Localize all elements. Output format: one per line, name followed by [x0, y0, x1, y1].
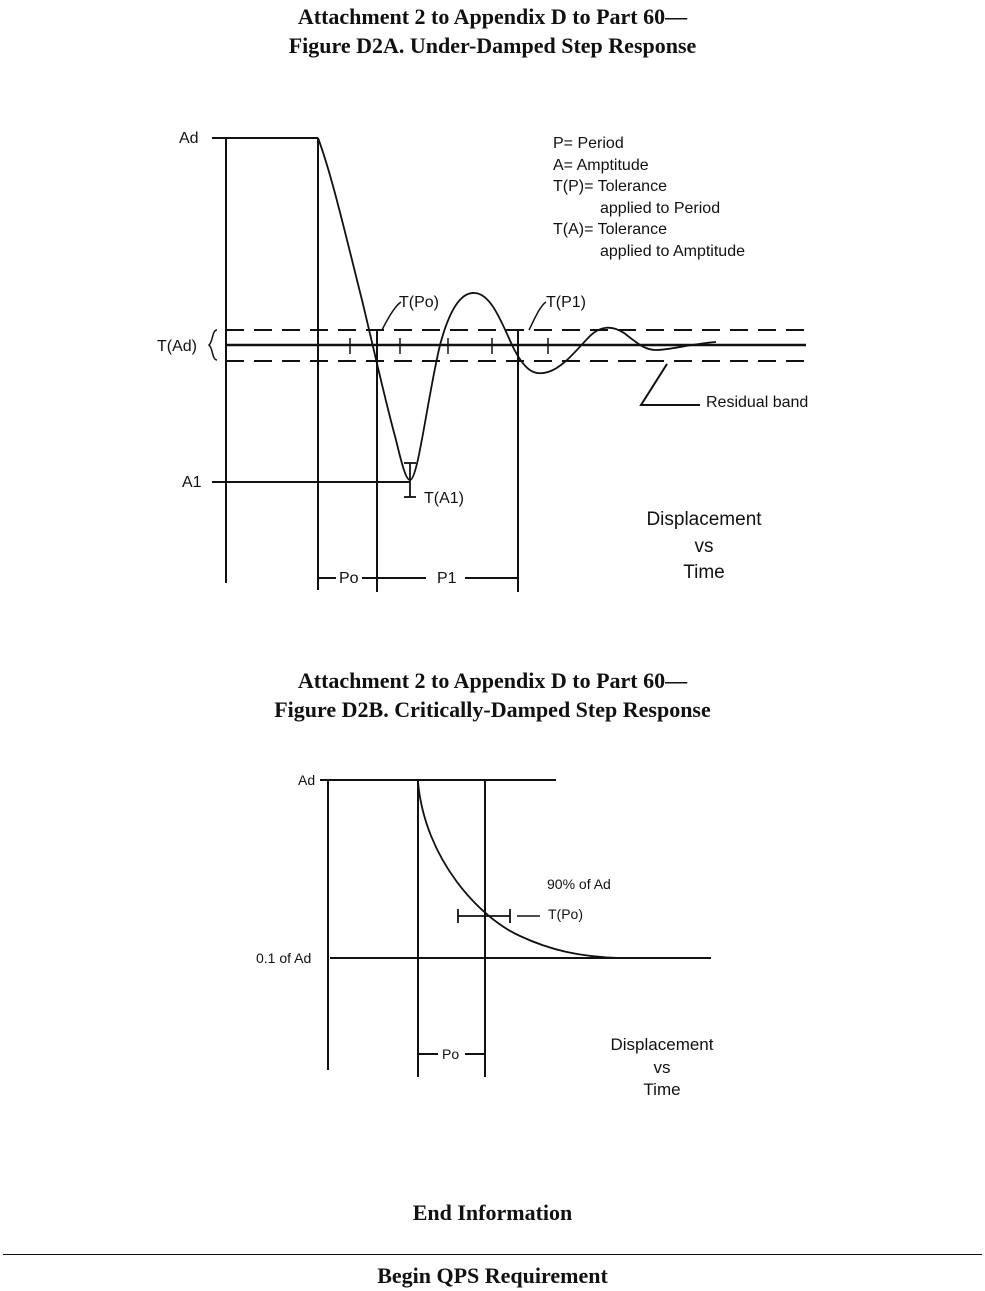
figure-b-diagram [320, 779, 711, 1077]
figure-a-heading-line2: Figure D2A. Under-Damped Step Response [288, 33, 697, 58]
figure-a-heading-line1: Attachment 2 to Appendix D to Part 60— [297, 4, 688, 29]
end-information: End Information [412, 1200, 573, 1225]
fig-a-label-a1: A1 [182, 474, 202, 491]
figure-b-caption: Displacement vs Time [611, 1035, 714, 1099]
figure-a-legend: P= Period A= Amptitude T(P)= Tolerance a… [553, 135, 745, 260]
fig-b-caption-line: Displacement [611, 1035, 714, 1054]
figure-a-heading: Attachment 2 to Appendix D to Part 60— F… [0, 2, 985, 60]
fig-a-tad-brace [207, 329, 218, 361]
fig-a-legend-line: applied to Period [600, 200, 720, 217]
fig-b-label-ad: Ad [298, 772, 315, 788]
figure-a-caption: Displacement vs Time [646, 509, 762, 583]
fig-a-legend-line: T(P)= Tolerance [553, 178, 667, 195]
fig-a-response-curve [317, 137, 717, 481]
fig-a-label-po: Po [339, 570, 359, 587]
figure-a-labels: Ad A1 T(Ad) T(Po) T(P1) T(A1) Po P1 Resi… [157, 130, 808, 587]
fig-a-label-residual-band: Residual band [706, 394, 808, 411]
divider-rule [3, 1254, 982, 1255]
fig-a-label-p1: P1 [437, 570, 457, 587]
figure-b-labels: Ad 0.1 of Ad 90% of Ad T(Po) Po [256, 772, 611, 1062]
fig-a-tp1-leader [528, 301, 547, 331]
fig-b-response-curve [417, 781, 621, 959]
fig-b-label-ninety-pct: 90% of Ad [547, 876, 611, 892]
fig-a-caption-line: Time [683, 562, 725, 583]
fig-a-residual-leader [639, 363, 700, 406]
fig-a-ticks [349, 338, 549, 354]
fig-a-legend-line: P= Period [553, 135, 624, 152]
fig-b-caption-line: vs [654, 1058, 671, 1077]
fig-b-caption-line: Time [643, 1080, 680, 1099]
fig-a-caption-line: Displacement [646, 509, 762, 530]
figure-b-heading: Attachment 2 to Appendix D to Part 60— F… [0, 666, 985, 724]
fig-a-label-tad: T(Ad) [157, 338, 197, 355]
fig-a-legend-line: A= Amptitude [553, 157, 649, 174]
fig-a-label-tp1: T(P1) [546, 294, 586, 311]
figure-b-heading-line1: Attachment 2 to Appendix D to Part 60— [297, 668, 688, 693]
fig-a-label-ta1: T(A1) [424, 490, 464, 507]
begin-qps-requirement: Begin QPS Requirement [377, 1263, 608, 1288]
fig-a-legend-line: applied to Amptitude [600, 243, 745, 260]
figure-b-heading-line2: Figure D2B. Critically-Damped Step Respo… [274, 697, 711, 722]
fig-b-label-po: Po [442, 1046, 459, 1062]
fig-a-label-ad: Ad [179, 130, 199, 147]
fig-a-label-tpo: T(Po) [399, 294, 439, 311]
fig-a-tpo-leader [381, 301, 402, 331]
fig-b-label-tenth-ad: 0.1 of Ad [256, 950, 311, 966]
fig-a-legend-line: T(A)= Tolerance [553, 221, 667, 238]
fig-b-label-tpo: T(Po) [548, 906, 583, 922]
figure-a-diagram [207, 137, 806, 592]
fig-a-caption-line: vs [695, 536, 714, 557]
